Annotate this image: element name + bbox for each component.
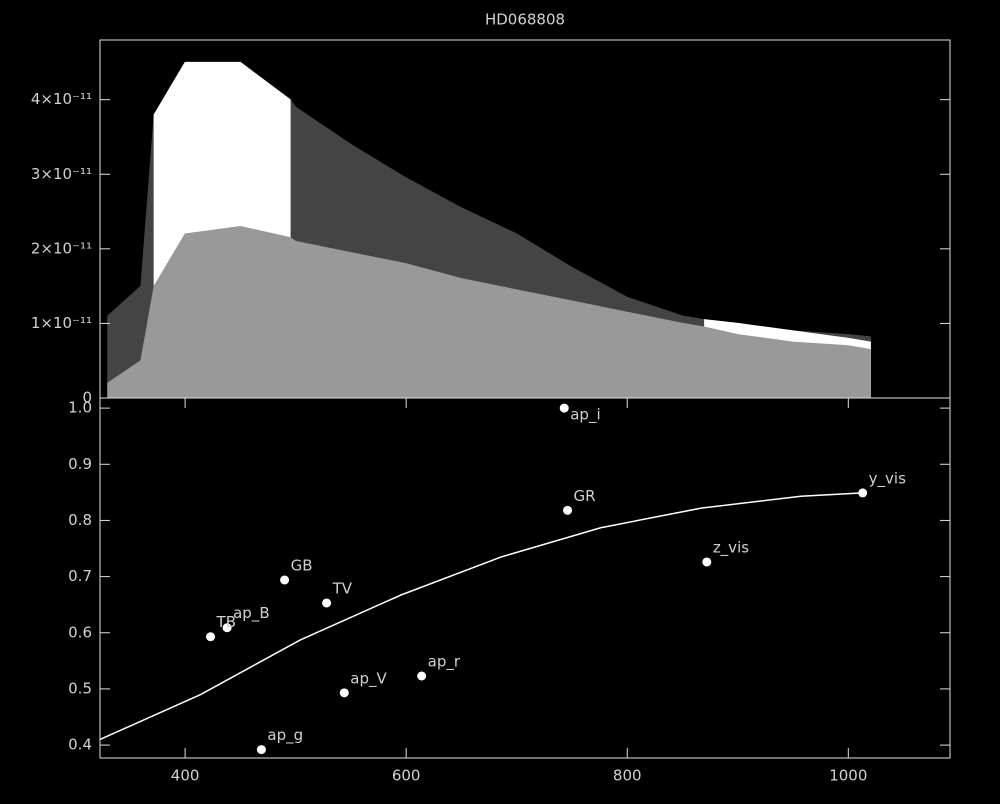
point-label: y_vis [869, 469, 906, 488]
y-tick-label: 1×10⁻¹¹ [31, 314, 92, 332]
fit-curve [99, 492, 863, 741]
y-tick-label: 3×10⁻¹¹ [31, 165, 92, 183]
data-point [417, 671, 427, 681]
data-point [256, 745, 266, 755]
y-tick-label: 0.9 [68, 455, 92, 473]
point-label: TB [216, 613, 236, 631]
point-label: z_vis [713, 538, 749, 557]
point-label: ap_r [428, 653, 461, 672]
y-tick-label: 0.6 [68, 623, 92, 641]
data-point [222, 623, 232, 633]
data-point [559, 403, 569, 413]
x-tick-label: 800 [613, 767, 642, 785]
point-label: ap_g [267, 726, 303, 745]
data-point [563, 505, 573, 515]
data-point [702, 557, 712, 567]
y-tick-label: 0.7 [68, 567, 92, 585]
data-point [858, 488, 868, 498]
y-tick-label: 2×10⁻¹¹ [31, 239, 92, 257]
point-label: ap_i [570, 406, 600, 425]
data-point [206, 632, 216, 642]
point-label: GB [291, 556, 313, 574]
x-tick-label: 400 [171, 767, 200, 785]
point-label: GR [574, 487, 596, 505]
x-tick-label: 600 [392, 767, 421, 785]
data-point [322, 598, 332, 608]
plot-frame [99, 397, 951, 759]
y-tick-label: 0 [82, 389, 92, 407]
y-tick-label: 1.0 [68, 399, 92, 417]
point-label: TV [332, 579, 353, 597]
y-tick-label: 0.4 [68, 736, 92, 754]
data-point [280, 575, 290, 585]
chart-title: HD068808 [485, 11, 565, 29]
data-point [339, 688, 349, 698]
y-tick-label: 0.8 [68, 511, 92, 529]
point-label: ap_V [350, 669, 387, 688]
y-tick-label: 4×10⁻¹¹ [31, 90, 92, 108]
x-tick-label: 1000 [829, 767, 867, 785]
point-label: ap_B [233, 604, 270, 623]
spectrum-area [107, 225, 871, 399]
y-tick-label: 0.5 [68, 679, 92, 697]
